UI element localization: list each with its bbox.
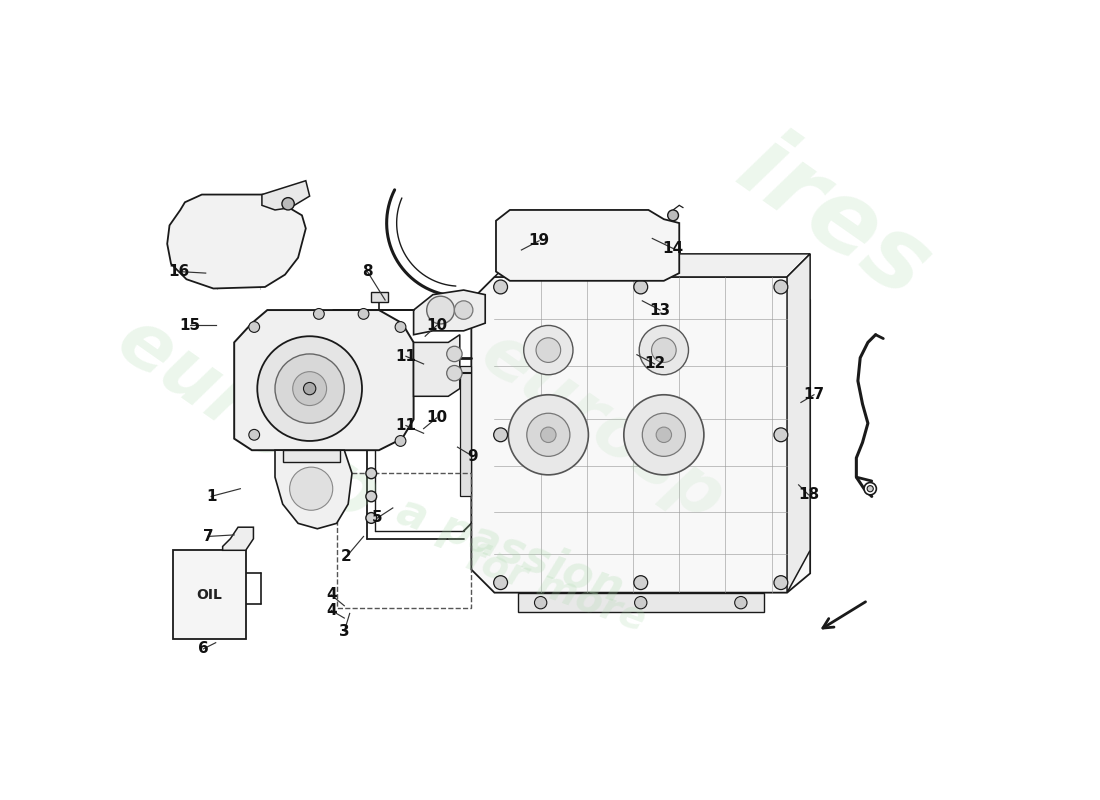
Bar [337, 474, 472, 608]
Text: 17: 17 [803, 387, 825, 402]
Circle shape [634, 280, 648, 294]
Polygon shape [372, 292, 388, 302]
Circle shape [304, 382, 316, 394]
Text: 5: 5 [372, 510, 383, 526]
Polygon shape [788, 254, 810, 593]
Circle shape [447, 366, 462, 381]
Text: OIL: OIL [197, 588, 222, 602]
Text: 6: 6 [198, 642, 209, 656]
Circle shape [735, 597, 747, 609]
Text: 7: 7 [202, 529, 213, 544]
Circle shape [642, 414, 685, 456]
Text: 4: 4 [326, 587, 337, 602]
Text: 10: 10 [426, 318, 448, 333]
Polygon shape [472, 277, 810, 593]
Circle shape [275, 354, 344, 423]
Text: 13: 13 [649, 302, 671, 318]
Text: 1: 1 [206, 489, 217, 504]
Text: 11: 11 [395, 418, 417, 433]
Circle shape [774, 280, 788, 294]
Text: 2: 2 [341, 549, 352, 564]
Circle shape [293, 372, 327, 406]
Circle shape [454, 301, 473, 319]
Circle shape [508, 394, 588, 475]
Circle shape [541, 427, 557, 442]
Text: 10: 10 [426, 410, 448, 426]
Polygon shape [222, 527, 253, 550]
Circle shape [634, 576, 648, 590]
Polygon shape [414, 334, 460, 396]
Circle shape [366, 468, 376, 478]
Polygon shape [517, 593, 763, 612]
Circle shape [395, 435, 406, 446]
Circle shape [249, 430, 260, 440]
Circle shape [257, 336, 362, 441]
Circle shape [867, 486, 873, 492]
Circle shape [536, 338, 561, 362]
Circle shape [624, 394, 704, 475]
Text: a passion: a passion [390, 490, 629, 611]
Text: 12: 12 [644, 357, 666, 371]
Polygon shape [460, 366, 472, 496]
Circle shape [494, 428, 507, 442]
Circle shape [366, 491, 376, 502]
Text: 14: 14 [662, 241, 684, 256]
Circle shape [865, 482, 877, 495]
Circle shape [366, 513, 376, 523]
Text: 3: 3 [339, 624, 350, 638]
Circle shape [359, 309, 369, 319]
Text: 15: 15 [179, 318, 201, 333]
Polygon shape [332, 290, 485, 334]
Circle shape [524, 326, 573, 374]
Circle shape [668, 210, 679, 221]
Polygon shape [495, 254, 810, 277]
Circle shape [774, 428, 788, 442]
Text: eurosp: eurosp [102, 302, 394, 537]
Text: 11: 11 [395, 349, 417, 364]
Circle shape [447, 346, 462, 362]
Circle shape [774, 576, 788, 590]
Circle shape [527, 414, 570, 456]
Circle shape [494, 280, 507, 294]
Polygon shape [283, 450, 341, 462]
Text: for more: for more [461, 538, 651, 639]
Polygon shape [173, 550, 245, 639]
Circle shape [651, 338, 676, 362]
Polygon shape [234, 310, 414, 450]
Circle shape [656, 427, 672, 442]
Text: ires: ires [719, 119, 947, 319]
Text: eurosp: eurosp [468, 318, 737, 536]
Polygon shape [275, 450, 352, 529]
Circle shape [639, 326, 689, 374]
Text: 8: 8 [362, 264, 373, 279]
Circle shape [289, 467, 332, 510]
Polygon shape [262, 181, 310, 210]
Circle shape [395, 322, 406, 332]
Text: 18: 18 [798, 487, 820, 502]
Circle shape [249, 322, 260, 332]
Polygon shape [167, 194, 306, 289]
Text: 4: 4 [326, 603, 337, 618]
Polygon shape [496, 210, 680, 281]
Circle shape [494, 576, 507, 590]
Text: 9: 9 [468, 449, 478, 464]
Circle shape [282, 198, 295, 210]
Circle shape [535, 597, 547, 609]
Circle shape [427, 296, 454, 324]
Text: 16: 16 [168, 264, 189, 279]
Text: 19: 19 [528, 234, 550, 248]
Circle shape [314, 309, 324, 319]
Circle shape [635, 597, 647, 609]
